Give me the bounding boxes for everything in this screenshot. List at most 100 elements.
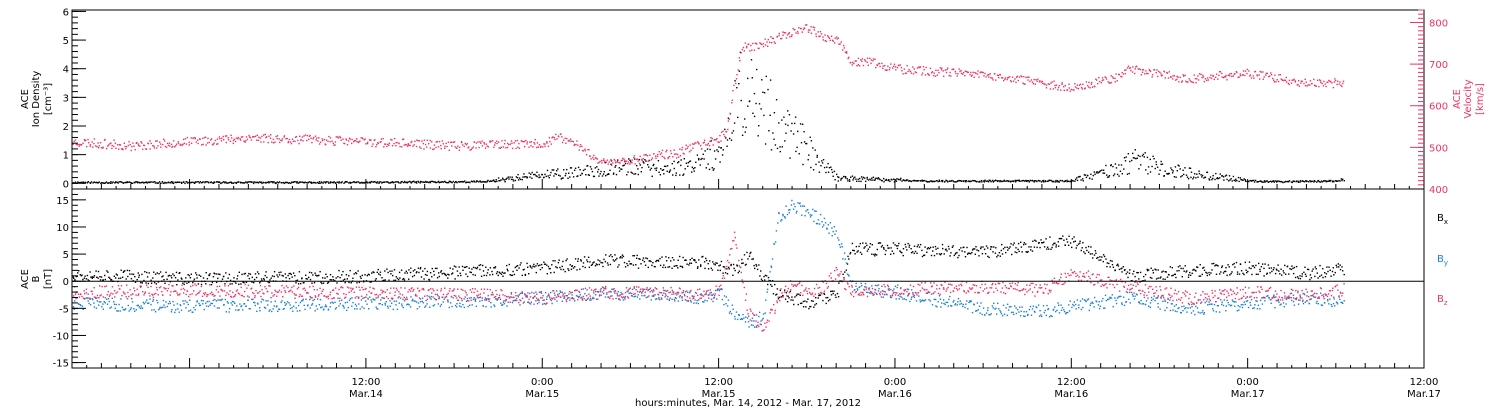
field-bx-point [1057,241,1059,243]
velocity-point [937,69,939,72]
field-bx-point [1090,246,1092,248]
density-point [329,182,331,184]
field-by-point [413,300,415,302]
field-by-point [284,304,287,306]
field-by-point [377,308,379,310]
velocity-point [505,147,507,149]
field-bx-point [743,254,746,256]
field-by-point [762,313,765,315]
density-point [270,181,273,183]
velocity-point [83,139,86,141]
density-point [1264,181,1267,183]
field-by-point [361,306,363,308]
velocity-point [102,147,104,149]
density-point [390,181,393,183]
velocity-point [598,161,600,164]
density-point [406,182,408,184]
velocity-point [1340,84,1342,86]
field-by-point [311,303,314,305]
field-bx-point [1222,272,1225,274]
velocity-point [748,43,750,45]
velocity-point [894,66,897,68]
velocity-point [664,157,666,160]
field-by-point [163,304,165,306]
density-point [826,166,828,168]
field-by-point [923,300,925,302]
field-by-point [385,301,387,303]
density-point [401,180,403,183]
field-bx-point [193,278,196,280]
velocity-point [210,139,212,141]
velocity-point [658,151,660,153]
velocity-point [794,29,796,31]
velocity-point [1275,81,1277,83]
density-point [991,179,994,182]
velocity-point [970,75,973,77]
field-by-point [529,292,531,295]
density-point [502,177,504,179]
field-bx-point [104,278,106,281]
density-point [1306,180,1308,182]
density-point [1182,169,1184,171]
velocity-point [374,139,376,141]
velocity-point [211,144,214,146]
field-by-point [265,300,267,302]
velocity-point [1246,72,1248,75]
density-point [923,179,926,182]
field-bx-point [143,279,145,282]
field-bx-point [86,274,89,277]
density-point [750,59,753,61]
field-bx-point [961,250,963,252]
field-bx-point [1049,236,1051,238]
density-point [414,181,416,184]
density-point [1105,164,1107,167]
field-bx-point [695,261,697,264]
field-by-point [405,296,408,299]
density-point [517,179,520,181]
density-point [1172,170,1174,172]
velocity-point [919,66,921,69]
velocity-point [919,66,921,68]
velocity-point [556,138,558,140]
velocity-point [643,154,645,156]
field-by-point [167,303,170,305]
velocity-point [1063,89,1065,92]
density-point [990,181,992,183]
velocity-point [468,146,470,148]
velocity-point [152,145,154,147]
density-point [331,181,333,184]
field-by-point [788,211,790,214]
velocity-point [153,147,156,149]
density-point [840,177,842,180]
density-point [659,174,662,176]
field-by-point [1099,305,1102,307]
density-point [613,172,615,174]
field-bx-point [185,277,187,279]
velocity-point [1172,75,1174,77]
velocity-point [165,146,168,149]
density-point [587,174,590,176]
density-point [566,168,568,171]
field-by-point [859,286,861,288]
velocity-point [1042,82,1044,85]
field-bx-point [1097,256,1099,259]
field-by-point [604,296,607,298]
density-point [621,168,623,170]
field-bx-point [312,274,314,276]
field-by-point [521,292,524,295]
field-by-point [991,305,994,307]
field-by-point [454,304,457,307]
density-point [665,165,667,168]
velocity-point [1088,81,1090,84]
velocity-point [383,146,385,148]
field-bx-point [659,257,661,260]
field-by-point [557,293,559,296]
density-point [1233,179,1235,181]
velocity-point [177,141,179,143]
density-point [448,180,451,182]
field-bx-point [918,246,921,248]
field-bx-point [195,272,197,274]
density-point [236,181,238,184]
density-point [1159,169,1161,171]
field-by-point [1079,300,1082,302]
